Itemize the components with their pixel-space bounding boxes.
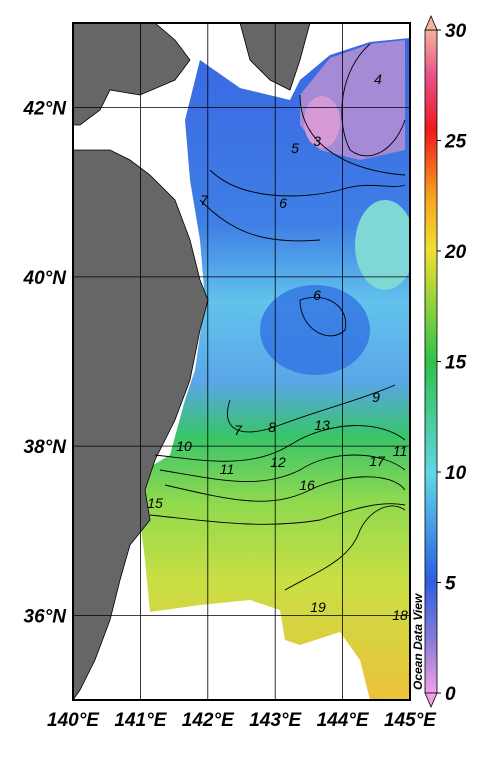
colorbar-label: 25	[444, 132, 467, 153]
contour-label: 5	[291, 140, 299, 156]
x-tick-label: 144°E	[317, 710, 370, 731]
y-tick-label: 42°N	[23, 99, 68, 120]
x-tick-label: 145°E	[384, 710, 437, 731]
contour-label: 16	[299, 477, 315, 493]
contour-label: 15	[147, 495, 163, 511]
colorbar-label: 15	[445, 353, 467, 374]
contour-label: 19	[310, 599, 326, 615]
land	[73, 23, 311, 700]
contour-label: 7	[200, 192, 209, 208]
colorbar-label: 0	[445, 684, 456, 705]
x-tick-label: 140°E	[47, 710, 100, 731]
contour-label: 11	[393, 443, 408, 459]
purple-core	[304, 96, 340, 148]
contour-line	[299, 296, 347, 337]
contour-label: 3	[313, 133, 321, 149]
contour-line	[299, 94, 406, 176]
watermark: Ocean Data View	[411, 593, 425, 690]
contour-label: 18	[392, 607, 408, 623]
y-tick-label: 40°N	[23, 268, 68, 289]
contour-line	[154, 425, 406, 462]
contour-label: 6	[279, 195, 287, 211]
map-frame	[72, 22, 411, 701]
contour-line	[227, 384, 396, 433]
cyan-region	[355, 200, 410, 290]
colorbar-label: 5	[445, 574, 456, 595]
contour-line	[149, 503, 406, 525]
colorbar	[424, 29, 438, 694]
colorbar-label: 20	[444, 242, 467, 263]
contour-line	[159, 454, 406, 482]
contour-line	[209, 169, 406, 197]
x-tick-label: 141°E	[114, 710, 167, 731]
contour-label: 17	[369, 453, 386, 469]
map-area	[73, 23, 410, 700]
contour-line	[341, 43, 406, 157]
contour-label: 6	[313, 287, 321, 303]
y-tick-label: 38°N	[24, 437, 68, 458]
x-tick-label: 142°E	[182, 710, 235, 731]
contour-label: 9	[372, 389, 380, 405]
contour-line	[164, 476, 406, 502]
contour-line	[199, 199, 321, 242]
contour-label: 10	[176, 438, 192, 454]
contour-label: 4	[374, 71, 382, 87]
colorbar-arrow-bottom	[424, 692, 438, 709]
contour-label: 13	[314, 417, 330, 433]
contour-label: 12	[270, 454, 286, 470]
contour-label: 8	[268, 419, 276, 435]
contours	[149, 43, 406, 591]
contour-label: 11	[220, 461, 235, 477]
x-tick-label: 143°E	[249, 710, 302, 731]
contour-line	[284, 505, 406, 591]
contour-label: 7	[234, 422, 243, 438]
colorbar-label: 10	[445, 463, 467, 484]
colorbar-label: 30	[445, 21, 467, 42]
colorbar-arrow-top	[424, 14, 438, 31]
y-tick-label: 36°N	[24, 606, 68, 627]
